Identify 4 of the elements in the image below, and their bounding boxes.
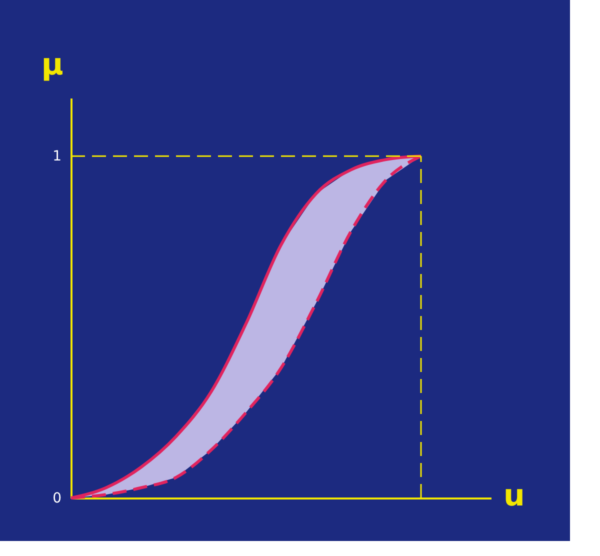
y-tick-label: 1	[52, 148, 62, 165]
y-axis-title: μ	[41, 48, 64, 82]
x-axis-title: u	[504, 478, 525, 514]
y-tick-label: 0	[52, 490, 62, 506]
